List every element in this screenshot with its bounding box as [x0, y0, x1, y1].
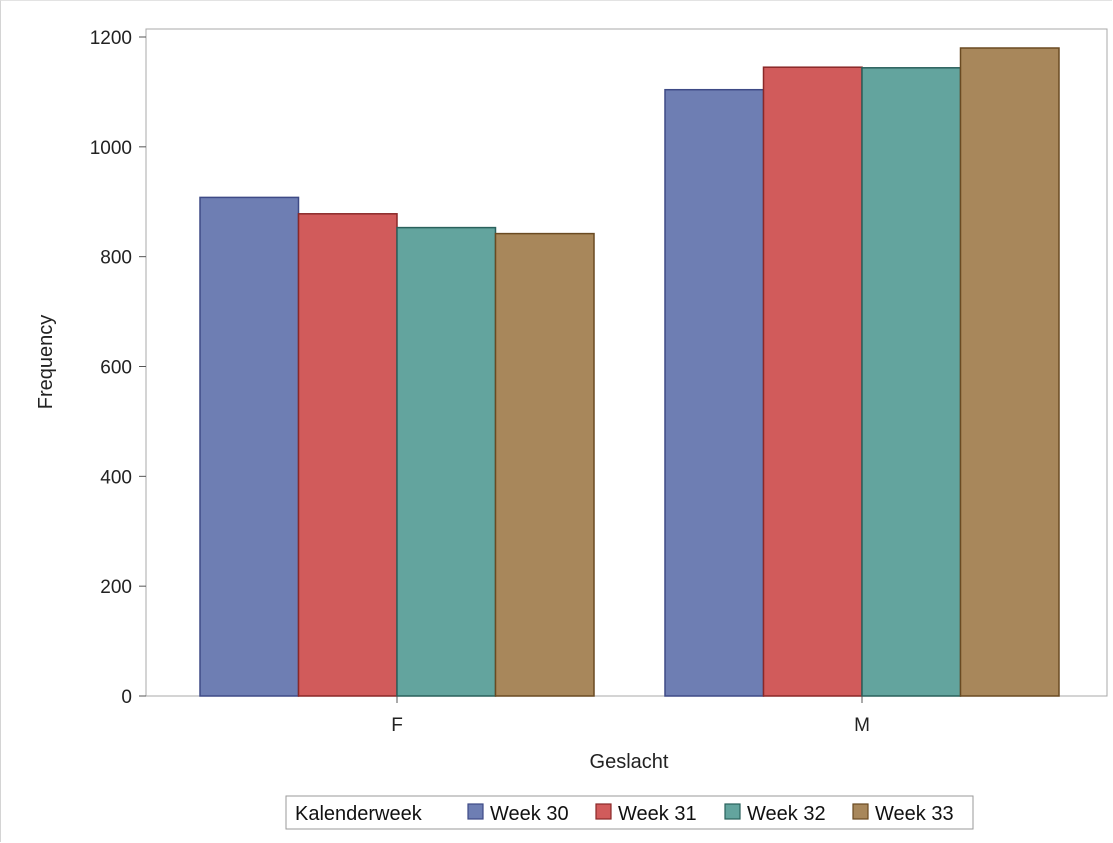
y-tick-label: 600	[100, 358, 132, 379]
y-tick-label: 400	[100, 467, 132, 488]
y-tick-label: 1200	[90, 28, 132, 49]
bar-m-week-33	[959, 47, 1060, 697]
legend-swatch	[595, 803, 612, 820]
bar-m-week-32	[861, 67, 962, 697]
bars-group	[199, 47, 1060, 697]
bar-m-week-31	[762, 66, 863, 697]
y-tick-label: 0	[121, 687, 132, 708]
legend: Kalenderweek Week 30 Week 31 Week 32 Week 3…	[285, 795, 974, 830]
legend-label: Week 31	[618, 803, 697, 825]
legend-swatch	[724, 803, 741, 820]
x-tick-label: F	[391, 715, 403, 736]
legend-label: Week 33	[875, 803, 954, 825]
y-tick-label: 200	[100, 577, 132, 598]
legend-swatch	[852, 803, 869, 820]
bar-f-week-30	[199, 196, 300, 697]
bar-f-week-33	[494, 232, 595, 697]
y-axis-title: Frequency	[35, 315, 57, 410]
bar-f-week-32	[396, 226, 497, 697]
legend-title: Kalenderweek	[295, 803, 423, 825]
y-tick-label: 800	[100, 248, 132, 269]
legend-items: Week 30 Week 31 Week 32 Week 33	[467, 803, 954, 825]
legend-swatch	[467, 803, 484, 820]
x-axis-title: Geslacht	[590, 751, 669, 773]
legend-label: Week 30	[490, 803, 569, 825]
y-tick-label: 1000	[90, 138, 132, 159]
y-axis: 0 200 400 600 800 1000 1200	[90, 28, 146, 708]
bar-m-week-30	[664, 88, 765, 697]
bar-f-week-31	[297, 213, 398, 697]
legend-label: Week 32	[747, 803, 826, 825]
x-tick-label: M	[854, 715, 870, 736]
